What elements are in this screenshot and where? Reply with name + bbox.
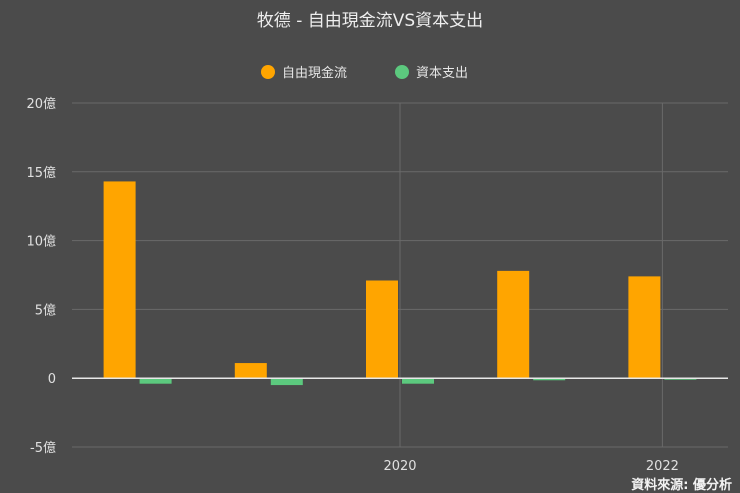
legend-item-free-cash-flow[interactable]: 自由現金流 [261,65,347,81]
y-tick-label: 0 [48,372,56,387]
bar-capex-2018[interactable] [139,378,172,384]
y-tick-label: 20億 [26,96,56,112]
chart-title: 牧德 - 自由現金流VS資本支出 [257,11,483,31]
legend-marker-capex [395,65,409,79]
grid-layer [72,102,728,448]
bar-free-cash-flow-2020[interactable] [366,280,398,379]
bars-layer [103,181,697,386]
x-tick-label: 2020 [383,459,416,474]
bar-free-cash-flow-2022[interactable] [628,276,661,379]
y-tick-label: 10億 [26,234,56,250]
bar-capex-2020[interactable] [402,378,434,384]
legend-label-free-cash-flow: 自由現金流 [282,65,347,81]
y-tick-label: 5億 [35,302,56,318]
axis-layer: 20億 15億 10億 5億 0 -5億 2020 2022 [26,96,728,474]
y-tick-label: -5億 [30,440,56,456]
bar-free-cash-flow-2018[interactable] [103,181,136,379]
legend-marker-free-cash-flow [261,65,275,79]
bar-capex-2021[interactable] [533,378,566,381]
legend-item-capex[interactable]: 資本支出 [395,65,468,81]
source-note: 資料來源: 優分析 [631,477,732,493]
y-tick-label: 15億 [26,165,56,181]
legend-label-capex: 資本支出 [416,66,468,81]
bar-free-cash-flow-2019[interactable] [234,363,267,379]
bar-capex-2019[interactable] [270,378,303,386]
bar-free-cash-flow-2021[interactable] [497,270,530,379]
legend: 自由現金流 資本支出 [261,65,468,81]
x-tick-label: 2022 [646,459,679,474]
